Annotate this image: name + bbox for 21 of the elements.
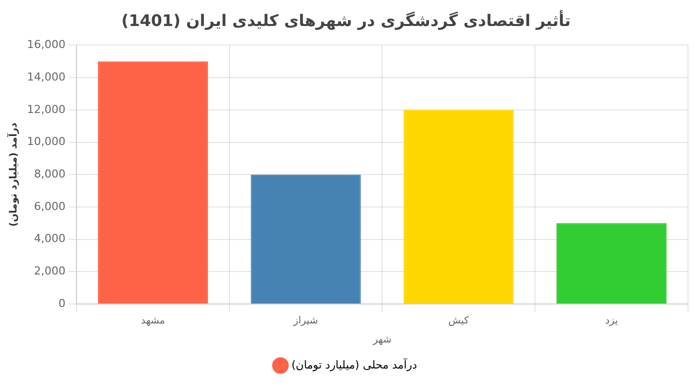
bar [98, 61, 208, 304]
x-tick-label: مشهد [140, 316, 165, 327]
bar [404, 110, 514, 304]
x-tick-label: یزد [605, 316, 618, 327]
x-tick-label: کیش [448, 316, 470, 327]
y-tick-label: 14,000 [26, 70, 66, 84]
y-tick-label: 4,000 [34, 232, 66, 246]
y-tick-label: 16,000 [26, 38, 66, 52]
y-tick-label: 0 [58, 296, 66, 310]
bar [250, 174, 361, 304]
y-tick-label: 12,000 [26, 102, 66, 116]
y-axis-title: درآمد (میلیارد تومان) [6, 122, 20, 227]
y-tick-label: 6,000 [34, 200, 66, 213]
x-tick-label: شیراز [292, 316, 318, 327]
bar [556, 223, 667, 304]
legend-label: درآمد محلی (میلیارد تومان) [291, 357, 418, 372]
y-tick-label: 2,000 [34, 264, 66, 278]
y-tick-label: 10,000 [26, 135, 66, 148]
x-axis-title: شهر [372, 334, 392, 346]
y-tick-label: 8,000 [34, 167, 66, 180]
chart-title: تأثیر اقتصادی گردشگری در شهرهای کلیدی ایران (1401) [121, 10, 571, 30]
